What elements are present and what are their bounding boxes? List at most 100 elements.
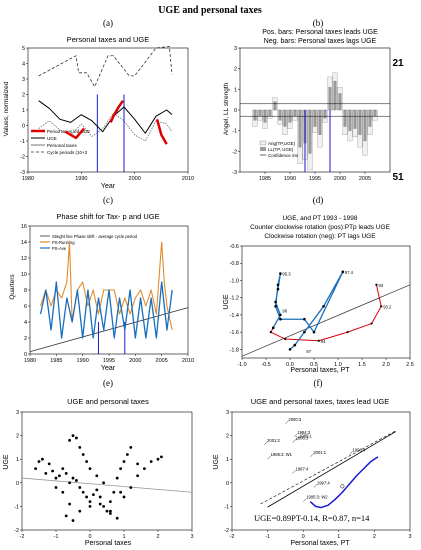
legend-swatch-ll [260,147,266,151]
scatter-point [85,460,88,463]
panel-a-xlabel: Year [101,183,116,190]
x-tick-label: 1 [337,534,340,540]
panel-b-count-top: 21 [392,58,404,69]
legend-label-led: Period taxes led UGE [47,129,90,134]
y-tick-label: -1 [20,139,25,145]
scatter-point [44,471,48,475]
x-tick-label: 0 [302,534,305,540]
scatter-point [71,434,75,437]
y-tick-label: 8 [24,288,27,294]
y-tick-label: 3 [226,410,229,416]
data-point [276,283,280,287]
data-point [346,331,349,334]
x-tick-label: -0.5 [261,362,270,368]
scatter-point [61,490,65,494]
x-tick-label: 1.0 [334,362,342,368]
scatter-point [71,519,75,522]
legend-label-ll: LL(TP, UGE) [268,147,294,152]
panel-c-title: Phase shift for Tax- p and UGE [56,212,159,221]
legend-label-ci: Confidence interval [268,153,307,158]
x-tick-label: 2000 [129,358,141,364]
scatter-point [81,490,85,494]
bar-ll-strength [343,109,347,127]
scatter-point [41,457,44,461]
legend-label-ang: Ang(TP,UGE) [268,141,296,146]
series-ps-ave [39,281,173,339]
scatter-point [156,457,160,461]
legend-label-pt: Personal taxes [47,143,78,148]
y-tick-label: -2 [20,155,25,161]
scatter-point [112,490,116,494]
scatter-point [129,446,133,449]
scatter-point [102,481,105,485]
scatter-point [78,446,82,449]
x-tick-label: -2 [230,534,235,540]
scatter-point [126,453,129,456]
y-tick-label: 12 [21,256,27,262]
point-label: 1998:4 [352,447,365,452]
panel-e-letter: (e) [103,378,113,388]
panel-b-ylabel: Angel, LL strength [223,82,230,135]
panel-f-title: UGE and personal taxes, taxes lead UGE [251,397,389,406]
scatter-point [37,460,41,463]
y-tick-label: 3 [16,410,19,416]
data-point [284,337,287,341]
y-tick-label: 1 [234,87,237,93]
plot-frame [241,245,411,359]
scatter-point [61,467,65,471]
data-point [317,339,320,342]
panel-f-xlabel: Personal taxes, PT [290,540,350,547]
panel-a-legend: Period taxes led UGE UGE Personal taxes … [31,129,90,155]
scatter-point [88,467,92,471]
panel-b-title-line2: Neg. bars: Personal taxes lags UGE [264,38,377,45]
label-leader [313,484,318,488]
y-tick-label: 2 [234,67,237,73]
x-tick-label: 2005 [156,358,168,364]
x-tick-label: 2 [373,534,376,540]
x-tick-label: 2000 [129,176,141,182]
y-tick-label: -1.8 [230,347,239,353]
y-tick-label: -0.6 [230,244,239,250]
y-tick-label: 16 [21,224,27,230]
label-leader [295,437,300,441]
scatter-point [58,474,61,478]
data-point [312,330,316,334]
data-point [288,348,292,351]
y-tick-label: -2 [14,528,19,534]
y-tick-label: 0 [16,481,19,487]
scatter-point [81,453,85,456]
bar-ll-strength [308,109,312,154]
marker-1997-4 [340,484,345,489]
x-tick-label: 1995 [103,358,115,364]
bar-ll-strength [313,109,317,127]
x-tick-label: 2005 [359,176,371,182]
x-tick-label: 1 [122,534,125,540]
y-tick-label: 10 [21,272,27,278]
panel-d-title-line2: Counter clockwise rotation (pos):PTp lea… [250,224,390,231]
point-label: 1986:2: W1 [271,452,293,457]
y-tick-label: -0.8 [230,261,239,267]
panel-d-title-line1: UGE, and PT 1993 - 1998 [282,215,357,222]
scatter-point [115,516,119,520]
data-point [303,330,306,334]
data-point [375,283,378,286]
bar-ll-strength [333,80,337,111]
scatter-point [102,505,105,508]
scatter-point [78,509,82,513]
scatter-point [115,476,119,480]
y-tick-label: 5 [22,46,25,52]
y-tick-label: 0 [234,108,237,114]
scatter-point [160,455,163,459]
point-label: 2001:1 [313,450,326,455]
series-1993-1995 [270,284,382,342]
x-tick-label: 3 [190,534,193,540]
bar-ll-strength [318,109,322,135]
point-label: 1985:1 [299,433,312,438]
data-point [279,272,282,275]
point-label: 1987:4 [296,466,309,471]
point-label: 1997:4 [317,481,330,486]
panel-b-count-bottom: 51 [392,172,404,183]
y-tick-label: 14 [21,240,27,246]
x-tick-label: -1 [54,534,59,540]
